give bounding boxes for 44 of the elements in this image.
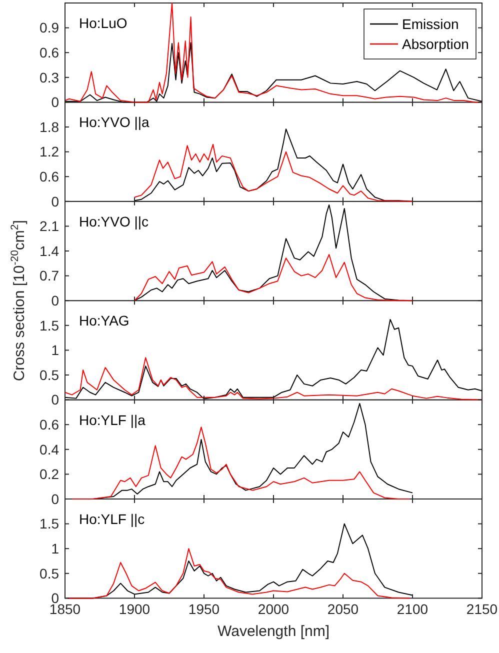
x-axis-title: Wavelength [nm] [218,623,330,640]
y-tick-label: 0.6 [40,168,60,184]
text: Ho:YLF ||c [79,511,145,527]
y-tick-label: 0.6 [40,44,60,60]
y-tick-label: 0.7 [40,268,60,284]
line-series [134,144,413,202]
line-series [134,254,413,302]
y-tick-label: 0.6 [40,416,60,432]
y-tick-label: 1 [51,540,60,556]
y-tick-label: 1.5 [40,317,60,334]
line-series [64,357,482,400]
y-tick-label: 0.5 [40,565,60,582]
text: Ho:LuO [79,15,128,31]
y-tick-label: 2.1 [40,218,60,234]
y-tick-label: 1.5 [40,516,60,532]
y-tick-label: 0.5 [40,366,60,383]
x-tick-label: 1950 [188,601,220,618]
x-tick-label: 2050 [327,601,359,618]
x-tick-label: 1900 [118,601,150,618]
y-tick-label: 0.4 [40,441,60,458]
line-series [67,548,410,599]
line-series [134,128,413,202]
y-tick-label: 0 [51,292,60,308]
line-series [71,426,410,500]
text: Ho:YAG [79,312,130,329]
y-tick-label: 0 [51,193,60,210]
legend-label: Emission [402,16,459,32]
y-tick-label: 1.2 [40,144,60,160]
y-tick-label: 1.4 [40,242,60,259]
legend-label: Absorption [402,36,469,52]
x-tick-label: 2150 [466,601,498,618]
y-tick-label: 1.8 [40,118,60,135]
y-tick-label: 0 [51,94,60,110]
x-tick-label: 2000 [258,601,290,618]
text: Ho:YVO ||a [79,114,150,130]
y-tick-label: 0.9 [40,20,60,36]
y-tick-label: 1 [51,342,60,358]
text: Ho:YLF ||a [79,412,146,428]
x-tick-label: 2100 [396,601,428,618]
y-tick-label: 0 [51,392,60,408]
y-tick-label: 0 [51,490,60,507]
y-tick-label: 0.2 [40,466,60,482]
text: Ho:YVO ||c [79,213,149,230]
y-tick-label: 0.3 [40,69,60,86]
